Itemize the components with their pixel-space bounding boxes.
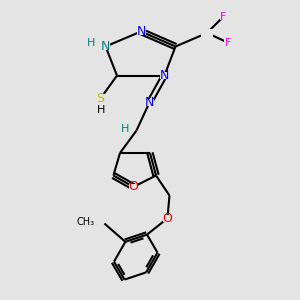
Text: O: O [129, 180, 138, 194]
Text: F: F [220, 11, 227, 22]
Text: H: H [121, 124, 129, 134]
Text: H: H [87, 38, 95, 49]
Text: H: H [97, 105, 105, 115]
Text: N: N [101, 40, 110, 53]
Bar [136, 28, 146, 35]
Bar [160, 72, 169, 79]
Text: N: N [145, 96, 154, 109]
Text: CH₃: CH₃ [77, 217, 95, 227]
Bar [96, 94, 105, 103]
Bar [224, 39, 232, 46]
Bar [163, 215, 172, 222]
Text: N: N [160, 69, 169, 82]
Text: F: F [225, 38, 231, 48]
Text: N: N [136, 25, 146, 38]
Bar [101, 43, 110, 50]
Bar [201, 29, 213, 37]
Text: O: O [163, 212, 172, 225]
Bar [129, 184, 138, 190]
Bar [145, 99, 154, 106]
Text: S: S [97, 92, 104, 105]
Bar [220, 13, 227, 20]
